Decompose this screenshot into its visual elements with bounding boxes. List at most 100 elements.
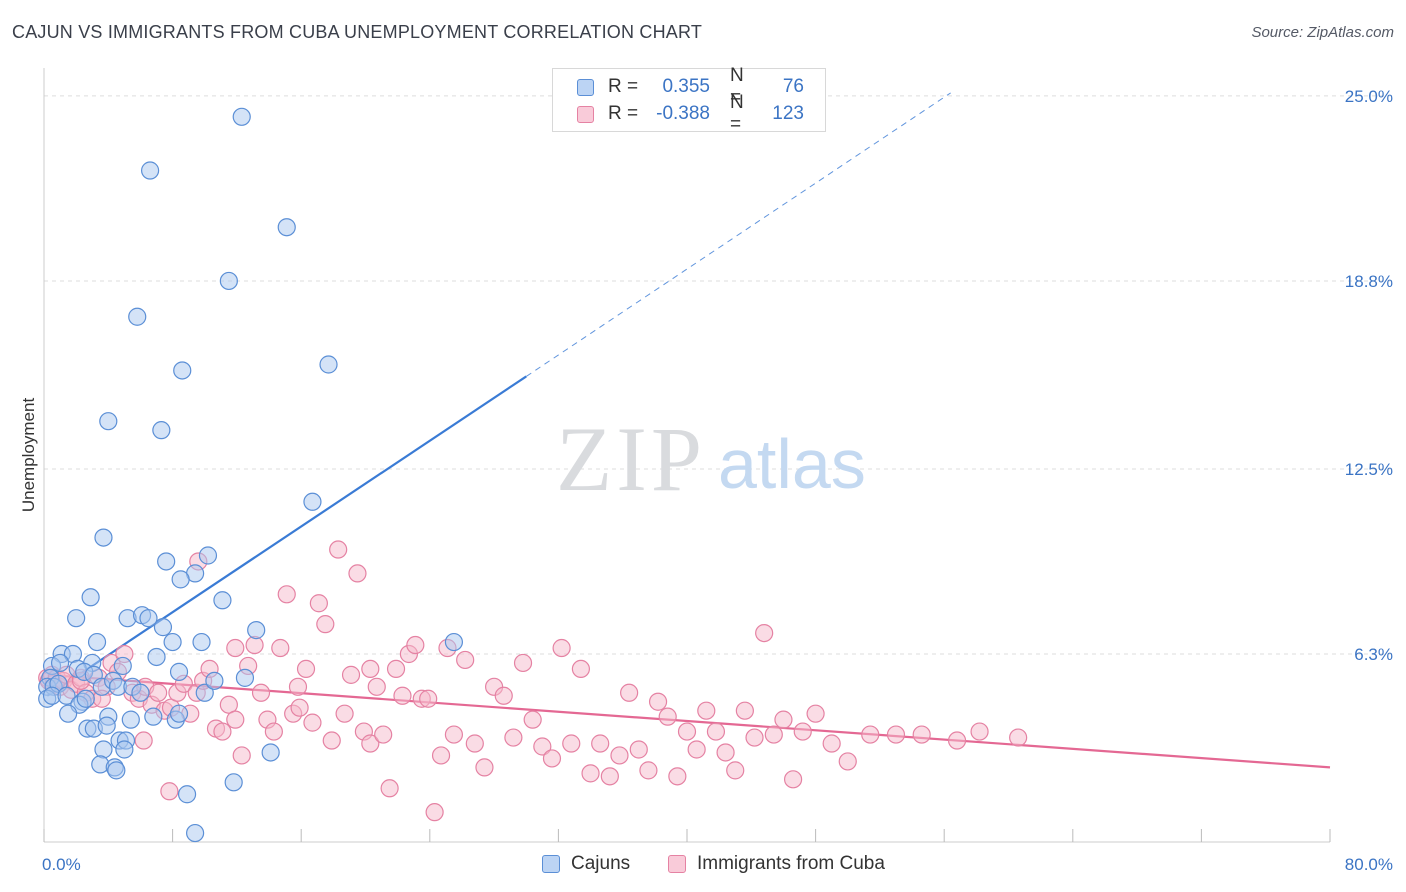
cajun-point — [173, 361, 192, 380]
cuba-point — [361, 734, 380, 753]
cuba-point — [456, 650, 475, 670]
watermark-zip: ZIP — [556, 408, 706, 510]
cuba-point — [393, 686, 412, 705]
cajun-point — [128, 307, 147, 326]
cuba-point — [658, 707, 677, 726]
cuba-point — [523, 710, 542, 729]
cuba-point — [861, 725, 880, 744]
cuba-point — [970, 722, 989, 741]
cajun-point — [195, 683, 214, 702]
cajun-point — [171, 570, 190, 589]
y-axis-title: Unemployment — [19, 398, 38, 513]
bottom-legend-cuba: Immigrants from Cuba — [668, 852, 885, 876]
cuba-point — [149, 683, 168, 702]
cajun-point — [177, 785, 197, 804]
cajun-point — [319, 355, 338, 374]
x-tick-label: 0.0% — [42, 855, 81, 874]
cuba-point — [697, 701, 716, 720]
cajun-point — [247, 621, 266, 640]
cuba-point — [160, 782, 179, 801]
series-cajuns-points — [38, 107, 464, 843]
cuba-point — [755, 623, 774, 643]
cuba-point — [316, 615, 335, 634]
cajun-point — [121, 710, 140, 729]
cuba-point — [374, 725, 393, 744]
cuba-point — [226, 638, 245, 658]
cajun-point — [261, 743, 280, 762]
cuba-point — [361, 659, 380, 679]
cajun-point — [444, 632, 464, 652]
cuba-point — [639, 761, 658, 780]
legend-r-label: R = — [608, 103, 639, 124]
cajun-point — [97, 716, 116, 735]
cajun-point — [81, 588, 100, 607]
cajun-point — [235, 668, 255, 687]
cajun-point — [157, 552, 176, 571]
cajun-point — [163, 632, 182, 652]
cajun-point — [192, 632, 211, 652]
cuba-point — [277, 585, 296, 604]
cajuns-trend-extension — [525, 92, 951, 377]
cuba-point — [380, 779, 399, 798]
cajun-point — [67, 609, 86, 628]
cuba-point — [716, 743, 735, 762]
cuba-point — [296, 659, 316, 679]
bottom-legend-swatch-cajuns — [542, 855, 560, 873]
cajun-point — [169, 704, 189, 723]
source-label: Source: ZipAtlas.com — [1251, 24, 1394, 41]
cuba-point — [288, 677, 308, 696]
cuba-point — [264, 722, 283, 741]
cuba-point — [251, 683, 271, 702]
cuba-point — [309, 594, 328, 613]
cuba-point — [648, 692, 668, 711]
gridlines — [44, 95, 1392, 655]
cajun-point — [213, 591, 232, 610]
cuba-point — [764, 725, 783, 744]
cuba-point — [335, 704, 354, 723]
cuba-point — [947, 731, 967, 750]
cuba-point — [677, 722, 697, 741]
cuba-point — [912, 725, 931, 744]
cajun-point — [169, 662, 189, 681]
cuba-point — [591, 734, 610, 753]
cuba-point — [668, 767, 687, 786]
cuba-point — [542, 749, 562, 768]
cuba-point — [745, 728, 764, 747]
bottom-legend-label-cuba: Immigrants from Cuba — [697, 853, 885, 874]
cuba-point — [793, 722, 812, 741]
bottom-legend-swatch-cuba — [668, 855, 686, 873]
cuba-point — [610, 746, 629, 765]
cuba-point — [134, 731, 153, 750]
cuba-point — [774, 710, 793, 729]
cajun-point — [94, 740, 113, 759]
correlation-legend: R = 0.355 N = 76 R = -0.388 N = 123 — [552, 65, 826, 135]
cajun-point — [153, 618, 173, 637]
cuba-point — [571, 659, 591, 679]
legend-row-cuba: R = -0.388 N = 123 — [577, 92, 804, 135]
legend-n-label: N = — [730, 92, 744, 135]
y-tick-labels: 6.3% 12.5% 18.8% 25.0% — [1345, 87, 1393, 664]
cajun-point — [232, 107, 251, 126]
x-tick-labels: 0.0% 80.0% — [42, 855, 1393, 874]
cajun-point — [277, 218, 296, 237]
cuba-point — [213, 722, 232, 741]
cuba-point — [504, 728, 523, 747]
legend-swatch-cuba — [577, 105, 594, 123]
cuba-point — [367, 677, 386, 696]
cajun-point — [115, 740, 134, 759]
cuba-point — [431, 746, 451, 765]
cajun-point — [205, 671, 224, 690]
cuba-point — [1009, 728, 1028, 747]
cajun-point — [57, 686, 76, 705]
cajun-point — [59, 704, 78, 723]
cajun-point — [76, 689, 95, 708]
cuba-point — [245, 635, 264, 655]
cuba-point — [419, 689, 438, 708]
cuba-point — [735, 701, 754, 720]
cuba-point — [533, 737, 552, 756]
cajun-point — [131, 683, 150, 702]
cuba-point — [386, 659, 406, 679]
cuba-point — [600, 767, 619, 786]
cuba-point — [475, 758, 494, 777]
